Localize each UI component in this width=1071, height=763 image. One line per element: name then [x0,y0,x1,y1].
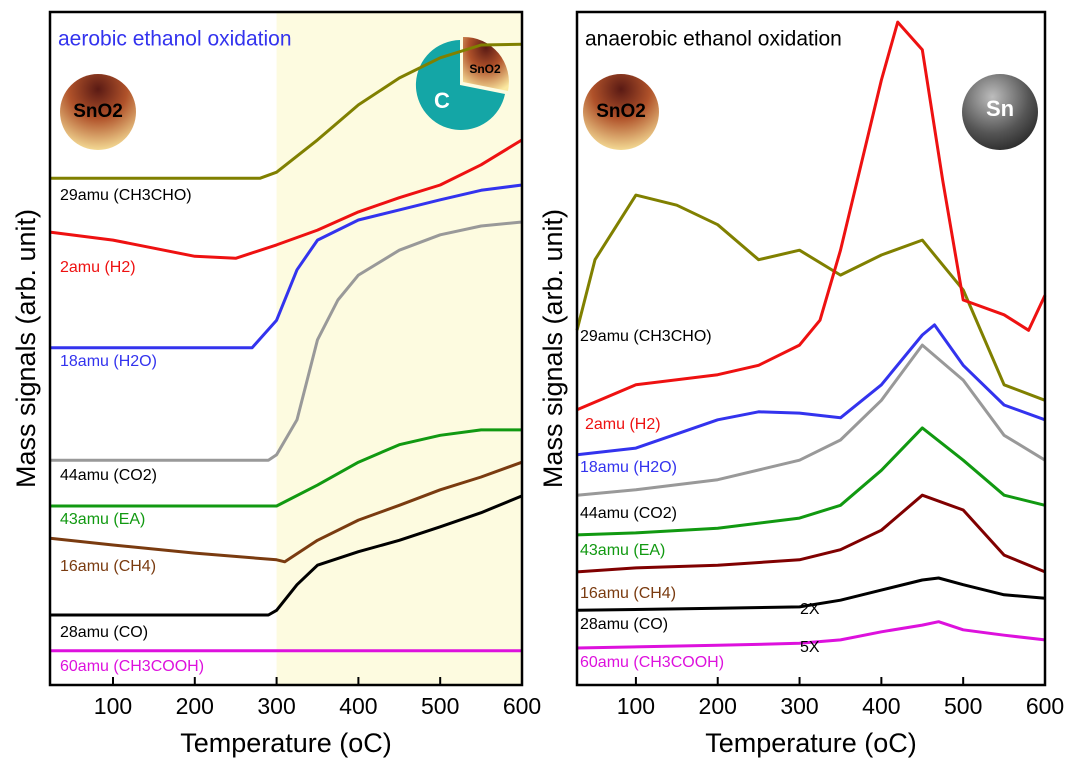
x-tick-label: 300 [257,693,295,719]
icon-label: SnO2 [469,62,501,76]
series-label: 29amu (CH3CHO) [580,328,712,345]
series-label: 44amu (CO2) [60,467,157,484]
series-label: 2amu (H2) [60,259,136,276]
x-tick-label: 200 [176,693,214,719]
series-label: 43amu (EA) [60,511,145,528]
series-label: 28amu (CO) [60,624,148,641]
icon-label: C [434,88,450,113]
page: {"chart_data": [ {"type": "line", "title… [0,0,1071,763]
icon-label: Sn [986,96,1014,121]
x-tick-label: 600 [1026,693,1064,719]
icon-label: SnO2 [73,101,123,122]
series-label: 16amu (CH4) [60,558,156,575]
x-axis-title: Temperature (oC) [180,728,392,758]
series-label: 29amu (CH3CHO) [60,187,192,204]
series-line [577,195,1045,400]
series-label: 60amu (CH3COOH) [580,654,724,671]
figure: aerobic ethanol oxidation SnO2 C SnO2 29amu … [0,0,1071,763]
y-axis-title: Mass signals (arb. unit) [538,209,568,488]
panel-title: anaerobic ethanol oxidation [585,28,842,51]
series-label: 18amu (H2O) [60,353,157,370]
x-tick-label: 500 [421,693,459,719]
series-label: 16amu (CH4) [580,585,676,602]
annotation: 5X [800,639,820,656]
x-tick-label: 300 [780,693,818,719]
series-line [577,22,1045,410]
x-tick-label: 200 [699,693,737,719]
x-tick-label: 600 [503,693,541,719]
series-label: 43amu (EA) [580,542,665,559]
x-tick-label: 400 [339,693,377,719]
series-label: 18amu (H2O) [580,459,677,476]
panel-title: aerobic ethanol oxidation [58,28,292,51]
icon-label: SnO2 [596,101,646,122]
series-label: 60amu (CH3COOH) [60,658,204,675]
y-axis-title: Mass signals (arb. unit) [11,209,41,488]
x-tick-label: 100 [617,693,655,719]
annotation: 2X [800,601,820,618]
x-tick-label: 500 [944,693,982,719]
series-label: 44amu (CO2) [580,505,677,522]
x-axis-title: Temperature (oC) [705,728,917,758]
x-tick-label: 100 [94,693,132,719]
series-label: 28amu (CO) [580,616,668,633]
series-label: 2amu (H2) [585,416,661,433]
x-tick-label: 400 [862,693,900,719]
